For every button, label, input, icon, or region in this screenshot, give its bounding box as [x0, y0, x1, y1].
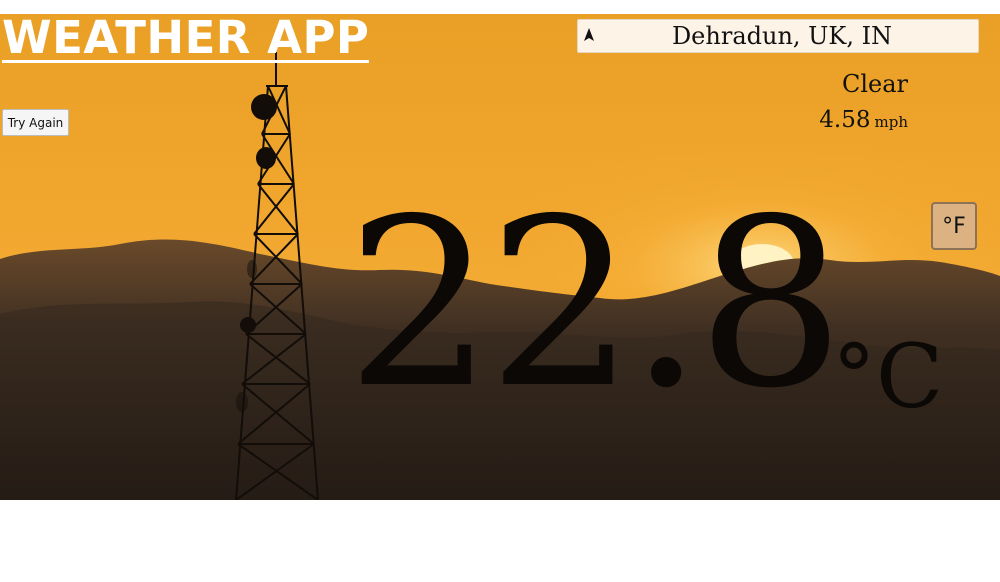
temperature-value: 22.8 — [346, 169, 845, 439]
app-title: WEATHER APP — [2, 14, 370, 64]
try-again-button[interactable]: Try Again — [2, 109, 69, 136]
near-hills-shape — [0, 301, 1000, 500]
wind-speed-value: 4.58 — [819, 107, 871, 133]
wind-speed-unit: mph — [874, 113, 909, 131]
fahrenheit-toggle-button[interactable]: °F — [931, 202, 977, 250]
tower-dish-shapes — [236, 94, 277, 412]
background-scene: WEATHER APP Dehradun, UK, IN Try Again C… — [0, 14, 1000, 500]
wind-speed: 4.58 mph — [760, 107, 908, 133]
location-text: Dehradun, UK, IN — [671, 22, 893, 50]
weather-condition: Clear — [841, 70, 908, 98]
sunset-background-image — [0, 14, 1000, 500]
navigation-arrow-icon — [584, 28, 594, 41]
temperature-unit: °C — [832, 325, 944, 428]
location-field[interactable]: Dehradun, UK, IN — [577, 19, 979, 53]
